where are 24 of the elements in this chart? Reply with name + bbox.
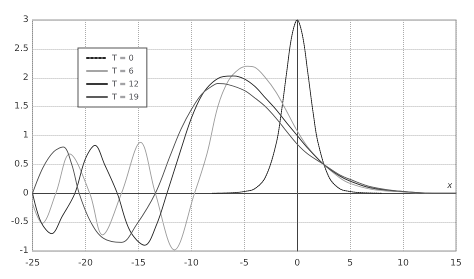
legend-label: T = 19 xyxy=(111,92,139,102)
legend-label: T = 12 xyxy=(111,80,139,88)
x-axis-title: x xyxy=(446,180,452,190)
legend-label: T = 6 xyxy=(111,66,134,76)
x-tick-label: 15 xyxy=(450,258,462,268)
legend-label: T = 0 xyxy=(111,54,134,62)
x-tick-label: 0 xyxy=(294,258,300,268)
y-tick-label: 1.5 xyxy=(14,102,29,112)
y-tick-label: 2.5 xyxy=(14,44,29,54)
y-tick-label: 1 xyxy=(22,130,29,140)
y-tick-label: 3 xyxy=(22,15,29,25)
x-tick-label: -5 xyxy=(240,258,249,268)
x-tick-label: -25 xyxy=(25,258,40,268)
x-tick-label: 5 xyxy=(347,258,354,268)
y-tick-label: 0 xyxy=(22,188,29,198)
y-tick-label: 0.5 xyxy=(14,159,29,170)
x-tick-label: -20 xyxy=(78,258,94,268)
x-tick-label: -10 xyxy=(184,258,199,268)
x-tick-label: -15 xyxy=(131,258,146,268)
y-tick-label: -1 xyxy=(20,246,29,256)
line-series xyxy=(212,20,382,194)
y-tick-label: 2 xyxy=(22,72,29,83)
y-tick-label: -0.5 xyxy=(11,217,29,228)
x-tick-label: 10 xyxy=(397,258,410,268)
